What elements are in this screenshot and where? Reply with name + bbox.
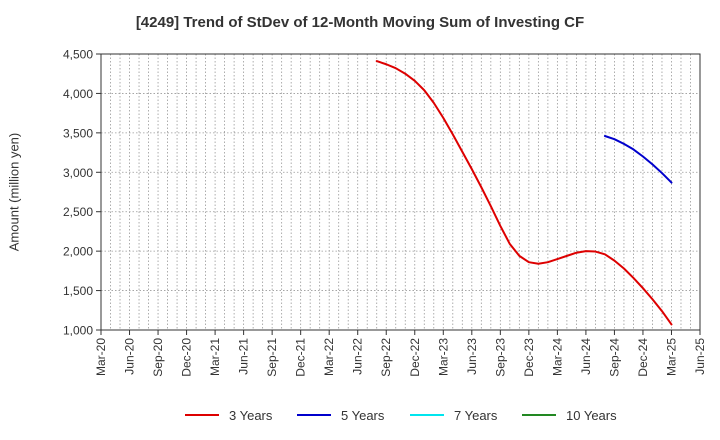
x-tick-label: Dec-22 [408,338,422,377]
x-tick-label: Sep-23 [493,338,507,377]
legend-swatch [410,414,444,416]
x-tick-label: Sep-24 [607,338,621,377]
x-tick-label: Sep-20 [151,338,165,377]
x-tick-label: Jun-25 [693,338,707,375]
legend-swatch [185,414,219,416]
series-line-3-years [375,60,673,326]
chart-title: [4249] Trend of StDev of 12-Month Moving… [135,14,585,31]
legend-swatch [522,414,556,416]
y-tick-label: 2,000 [63,245,93,259]
legend-swatch [297,414,331,416]
y-tick-label: 2,500 [63,205,93,219]
axis-layer: 1,000 1,500 2,000 2,500 3,000 3,500 4,000 4,500… [63,48,707,377]
legend: 3 Years 5 Years 7 Years 10 Years [0,405,720,425]
x-tick-label: Jun-23 [465,338,479,375]
x-tick-label: Mar-23 [436,338,450,376]
y-tick-label: 1,000 [63,324,93,338]
series-layer [375,60,673,326]
x-tick-label: Mar-22 [322,338,336,376]
legend-item-5-years: 5 Years [297,405,384,425]
legend-item-10-years: 10 Years [522,405,617,425]
x-tick-label: Mar-21 [208,338,222,376]
legend-label: 10 Years [566,407,617,423]
y-tick-label: 3,000 [63,166,93,180]
x-tick-label: Dec-23 [522,338,536,377]
y-tick-label: 4,000 [63,87,93,101]
legend-label: 5 Years [341,407,385,423]
x-tick-label: Dec-24 [636,338,650,377]
legend-item-3-years: 3 Years [185,405,272,425]
y-tick-label: 3,500 [63,126,93,140]
x-tick-label: Dec-21 [294,338,308,377]
legend-item-7-years: 7 Years [410,405,497,425]
x-tick-label: Jun-21 [237,338,251,375]
series-line-5-years [603,135,673,184]
plot-frame [100,53,701,331]
y-tick-label: 1,500 [63,284,93,298]
x-tick-label: Sep-21 [265,338,279,377]
y-tick-label: 4,500 [63,48,93,62]
x-tick-label: Mar-24 [550,338,564,376]
grid-layer [100,53,701,331]
x-tick-label: Mar-20 [94,338,108,376]
x-tick-label: Jun-22 [351,338,365,375]
legend-label: 7 Years [454,407,498,423]
legend-label: 3 Years [229,407,273,423]
x-tick-label: Dec-20 [180,338,194,377]
x-tick-label: Mar-25 [664,338,678,376]
x-tick-label: Sep-22 [379,338,393,377]
x-tick-label: Jun-24 [579,338,593,375]
x-tick-label: Jun-20 [123,338,137,375]
